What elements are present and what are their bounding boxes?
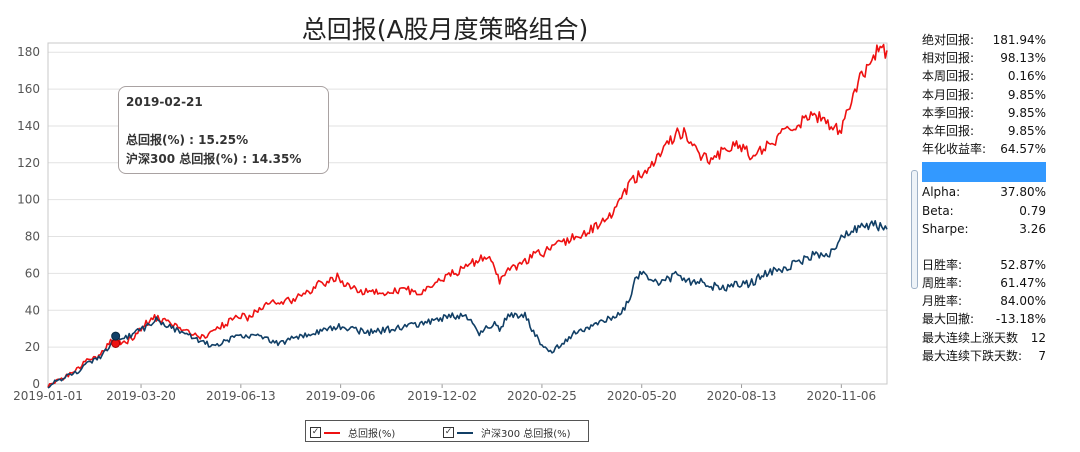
stats-group-risk: Alpha: 37.80% Beta: 0.79 Sharpe: 3.26 (922, 183, 1046, 238)
tooltip-hs300-return: 沪深300 总回报(%) : 14.35% (126, 152, 302, 166)
stat-value: -13.18% (995, 312, 1046, 327)
hover-marker-total (111, 338, 121, 348)
stat-value: 37.80% (1000, 185, 1046, 200)
legend-item-total-return[interactable]: ✓ 总回报(%) (310, 425, 395, 440)
legend-item-hs300[interactable]: ✓ 沪深300 总回报(%) (443, 425, 571, 440)
stat-label: 本月回报: (922, 87, 975, 102)
hover-marker-hs300 (111, 331, 121, 341)
tooltip-total-return: 总回报(%) : 15.25% (126, 133, 249, 147)
stats-group-returns: 绝对回报: 181.94% 相对回报: 98.13% 本周回报: 0.16% 本月回报: 9.… (922, 31, 1046, 158)
stat-label: 最大连续上涨天数 (922, 330, 1019, 345)
stat-label: 本年回报: (922, 123, 975, 138)
y-tick-label: 60 (25, 266, 40, 280)
stat-row: 月胜率: 84.00% (922, 292, 1046, 310)
stat-row: Beta: 0.79 (922, 202, 1046, 220)
stat-label: 绝对回报: (922, 33, 975, 47)
legend-swatch-navy (457, 431, 473, 434)
stat-label: 本周回报: (922, 69, 975, 84)
stat-value: 61.47% (1000, 276, 1046, 291)
stat-label: Beta: (922, 203, 954, 218)
stat-label: 相对回报: (922, 51, 975, 66)
stats-panel: 绝对回报: 181.94% 相对回报: 98.13% 本周回报: 0.16% 本月回报: 9.… (922, 31, 1046, 365)
x-tick-label: 2019-12-02 (407, 389, 477, 403)
chart-legend: ✓ 总回报(%) ✓ 沪深300 总回报(%) (305, 420, 589, 442)
stat-value: 181.94% (992, 33, 1046, 47)
stats-highlight-bar (922, 162, 1046, 183)
legend-label-total-return: 总回报(%) (348, 429, 396, 440)
stat-row: 最大连续下跌天数: 7 (922, 347, 1046, 365)
stat-label: 周胜率: (922, 276, 963, 291)
stat-label: Sharpe: (922, 221, 969, 236)
stat-label: 本季回报: (922, 105, 975, 120)
panel-resize-handle[interactable] (911, 170, 918, 289)
y-tick-label: 40 (25, 303, 40, 317)
y-tick-label: 80 (25, 230, 40, 244)
x-tick-label: 2019-01-01 (13, 389, 83, 403)
stat-value: 12 (1030, 330, 1046, 345)
stats-group-winrate: 日胜率: 52.87% 周胜率: 61.47% 月胜率: 84.00% 最大回撤: -13.1… (922, 256, 1046, 365)
stat-label: 年化收益率: (922, 142, 987, 157)
stat-row: 最大回撤: -13.18% (922, 310, 1046, 328)
stat-label: 日胜率: (922, 257, 963, 272)
legend-checkbox-icon[interactable]: ✓ (310, 427, 321, 438)
legend-checkbox-icon[interactable]: ✓ (443, 427, 454, 438)
stat-value: 9.85% (1007, 87, 1046, 102)
stat-row: 本月回报: 9.85% (922, 86, 1046, 104)
stat-value: 52.87% (1000, 257, 1046, 272)
series-line-total-return (47, 43, 888, 388)
stat-value: 3.26 (1019, 221, 1046, 236)
stat-row: 本年回报: 9.85% (922, 122, 1046, 140)
series-line-hs300 (47, 220, 888, 389)
stat-row: 最大连续上涨天数 12 (922, 329, 1046, 347)
x-tick-label: 2020-05-20 (607, 389, 677, 403)
stat-row: 绝对回报: 181.94% (922, 31, 1046, 49)
chart-title: 总回报(A股月度策略组合) (301, 15, 589, 44)
hover-markers (111, 331, 121, 348)
y-tick-label: 140 (17, 119, 40, 133)
series-lines (47, 43, 888, 389)
stat-value: 64.57% (1000, 142, 1046, 157)
stat-value: 84.00% (1000, 294, 1046, 309)
stat-row: 本季回报: 9.85% (922, 104, 1046, 122)
y-tick-label: 120 (17, 156, 40, 170)
x-tick-label: 2019-09-06 (306, 389, 376, 403)
stat-row: Alpha: 37.80% (922, 183, 1046, 201)
line-chart[interactable]: 0 20 40 60 80 100 120 140 160 180 2019-01-01 2019-0… (0, 0, 900, 405)
stat-label: 最大连续下跌天数: (922, 348, 1023, 363)
legend-label-hs300: 沪深300 总回报(%) (481, 429, 571, 440)
stat-value: 9.85% (1007, 105, 1046, 120)
stat-row: 本周回报: 0.16% (922, 67, 1046, 85)
y-tick-label: 160 (17, 82, 40, 96)
stat-row: 年化收益率: 64.57% (922, 140, 1046, 158)
tooltip-date: 2019-02-21 (126, 95, 203, 109)
x-tick-label: 2020-02-25 (507, 389, 577, 403)
stat-value: 0.79 (1019, 203, 1046, 218)
stat-label: 月胜率: (922, 294, 963, 309)
x-tick-label: 2019-03-20 (106, 389, 176, 403)
stat-row: Sharpe: 3.26 (922, 220, 1046, 238)
y-tick-label: 100 (17, 193, 40, 207)
stat-label: 最大回撤: (922, 312, 975, 327)
chart-tooltip: 2019-02-21 总回报(%) : 15.25% 沪深300 总回报(%) … (118, 86, 329, 174)
plot-frame (47, 42, 888, 385)
stat-row: 相对回报: 98.13% (922, 49, 1046, 67)
x-tick-label: 2020-11-06 (806, 389, 876, 403)
stat-value: 0.16% (1007, 69, 1046, 84)
y-tick-label: 20 (25, 340, 40, 354)
x-tick-label: 2020-08-13 (707, 389, 777, 403)
x-tick-label: 2019-06-13 (206, 389, 276, 403)
stat-label: Alpha: (922, 185, 961, 200)
y-tick-label: 0 (32, 377, 40, 391)
stat-value: 7 (1038, 348, 1046, 363)
axes: 0 20 40 60 80 100 120 140 160 180 2019-01-01 2019-0… (13, 42, 888, 403)
legend-swatch-red (324, 431, 340, 434)
stat-value: 9.85% (1007, 123, 1046, 138)
y-tick-label: 180 (17, 45, 40, 59)
stat-row: 周胜率: 61.47% (922, 274, 1046, 292)
stat-value: 98.13% (1000, 51, 1046, 66)
stat-row: 日胜率: 52.87% (922, 256, 1046, 274)
